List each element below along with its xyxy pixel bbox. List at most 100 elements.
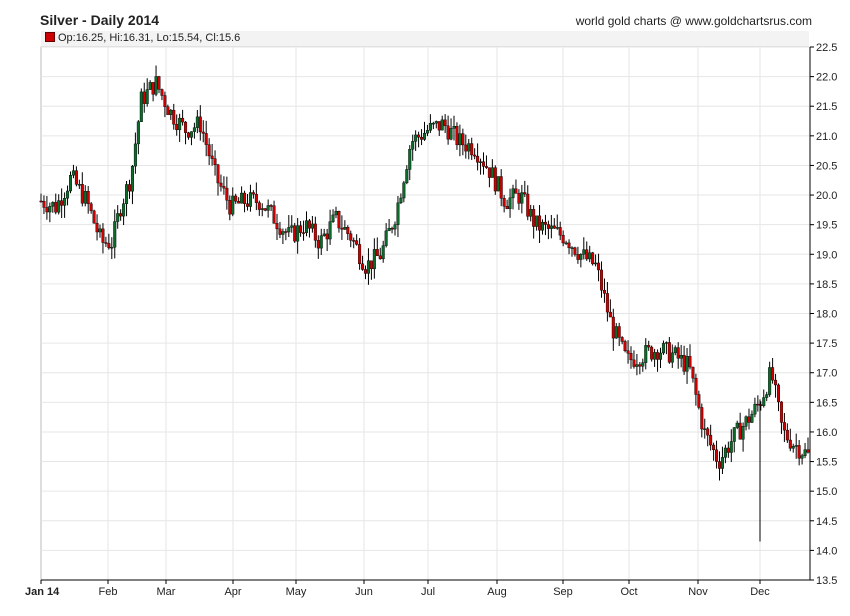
- candle-body: [399, 197, 403, 204]
- candle-body: [228, 200, 232, 215]
- candle-body: [352, 240, 356, 242]
- candle-body: [107, 243, 111, 249]
- candle-body: [499, 176, 503, 199]
- y-tick-label: 18.0: [816, 309, 837, 321]
- candle-body: [420, 136, 424, 140]
- candle-body: [157, 76, 161, 90]
- candle-body: [735, 422, 739, 428]
- candle-body: [74, 170, 78, 185]
- candle-body: [237, 201, 241, 204]
- candle-body: [493, 167, 497, 192]
- x-tick-label: Aug: [487, 586, 507, 598]
- candle-body: [408, 148, 412, 170]
- candle-body: [508, 197, 512, 209]
- y-tick-label: 20.0: [816, 190, 837, 202]
- y-tick-label: 22.5: [816, 42, 837, 54]
- candle-body: [496, 176, 500, 192]
- candle-body: [384, 230, 388, 246]
- candle-body: [511, 188, 515, 199]
- candle-body: [546, 224, 550, 229]
- candle-body: [213, 158, 217, 166]
- candle-body: [322, 233, 326, 236]
- candle-body: [623, 341, 627, 351]
- candle-body: [110, 246, 114, 249]
- candle-body: [358, 244, 362, 265]
- candle-body: [626, 350, 630, 354]
- candle-body: [720, 457, 724, 469]
- candle-body: [387, 228, 391, 232]
- candle-body: [251, 192, 255, 195]
- candle-body: [747, 416, 751, 423]
- candle-body: [688, 356, 692, 368]
- candle-body: [594, 262, 598, 265]
- candle-body: [175, 124, 179, 131]
- candle-body: [529, 209, 533, 217]
- candle-body: [77, 184, 81, 186]
- candle-body: [464, 144, 468, 152]
- candle-body: [243, 192, 247, 204]
- candle-body: [189, 131, 193, 138]
- candle-body: [446, 125, 450, 140]
- candle-body: [181, 117, 185, 123]
- candle-body: [437, 121, 441, 131]
- candle-body: [555, 227, 559, 229]
- candle-body: [405, 169, 409, 184]
- candle-body: [257, 202, 261, 210]
- candle-body: [467, 143, 471, 152]
- y-tick-label: 21.5: [816, 101, 837, 113]
- candle-body: [656, 352, 660, 360]
- y-tick-label: 14.0: [816, 545, 837, 557]
- candle-body: [526, 193, 530, 217]
- candle-body: [667, 342, 671, 363]
- candle-body: [83, 191, 87, 204]
- candle-body: [455, 126, 459, 146]
- candle-body: [71, 170, 75, 176]
- x-tick-label: Jul: [421, 586, 435, 598]
- candle-body: [86, 191, 90, 205]
- y-tick-label: 21.0: [816, 131, 837, 143]
- candle-body: [744, 416, 748, 427]
- candle-body: [490, 167, 494, 178]
- candle-body: [617, 326, 621, 338]
- candle-body: [791, 446, 795, 449]
- candle-body: [532, 209, 536, 227]
- candle-body: [541, 221, 545, 231]
- candle-body: [51, 202, 55, 207]
- candle-body: [785, 429, 789, 441]
- candle-body: [307, 220, 311, 229]
- candle-body: [68, 175, 72, 192]
- candle-body: [564, 242, 568, 245]
- candle-body: [195, 116, 199, 128]
- candle-body: [765, 394, 769, 398]
- candle-body: [45, 207, 49, 213]
- candle-body: [768, 367, 772, 395]
- candle-body: [428, 122, 432, 131]
- candle-body: [806, 449, 810, 453]
- candle-body: [664, 342, 668, 344]
- candle-body: [632, 359, 636, 367]
- candle-body: [774, 379, 778, 386]
- candle-body: [154, 76, 158, 95]
- legend-swatch-icon: [45, 32, 55, 42]
- candle-body: [484, 166, 488, 168]
- candle-body: [647, 345, 651, 348]
- candle-body: [393, 224, 397, 230]
- candle-body: [186, 132, 190, 138]
- candle-body: [39, 200, 43, 203]
- candle-body: [125, 184, 129, 204]
- candle-body: [281, 231, 285, 235]
- candle-body: [169, 109, 173, 115]
- candle-body: [48, 206, 52, 213]
- candle-body: [272, 205, 276, 224]
- y-tick-label: 15.5: [816, 457, 837, 469]
- candle-body: [166, 106, 170, 115]
- candle-body: [756, 403, 760, 406]
- candle-body: [287, 227, 291, 233]
- candle-body: [260, 208, 264, 210]
- candle-body: [576, 254, 580, 260]
- candle-body: [800, 455, 804, 459]
- candle-body: [127, 184, 131, 192]
- candle-body: [552, 225, 556, 229]
- candle-body: [95, 222, 99, 233]
- candle-body: [148, 82, 152, 90]
